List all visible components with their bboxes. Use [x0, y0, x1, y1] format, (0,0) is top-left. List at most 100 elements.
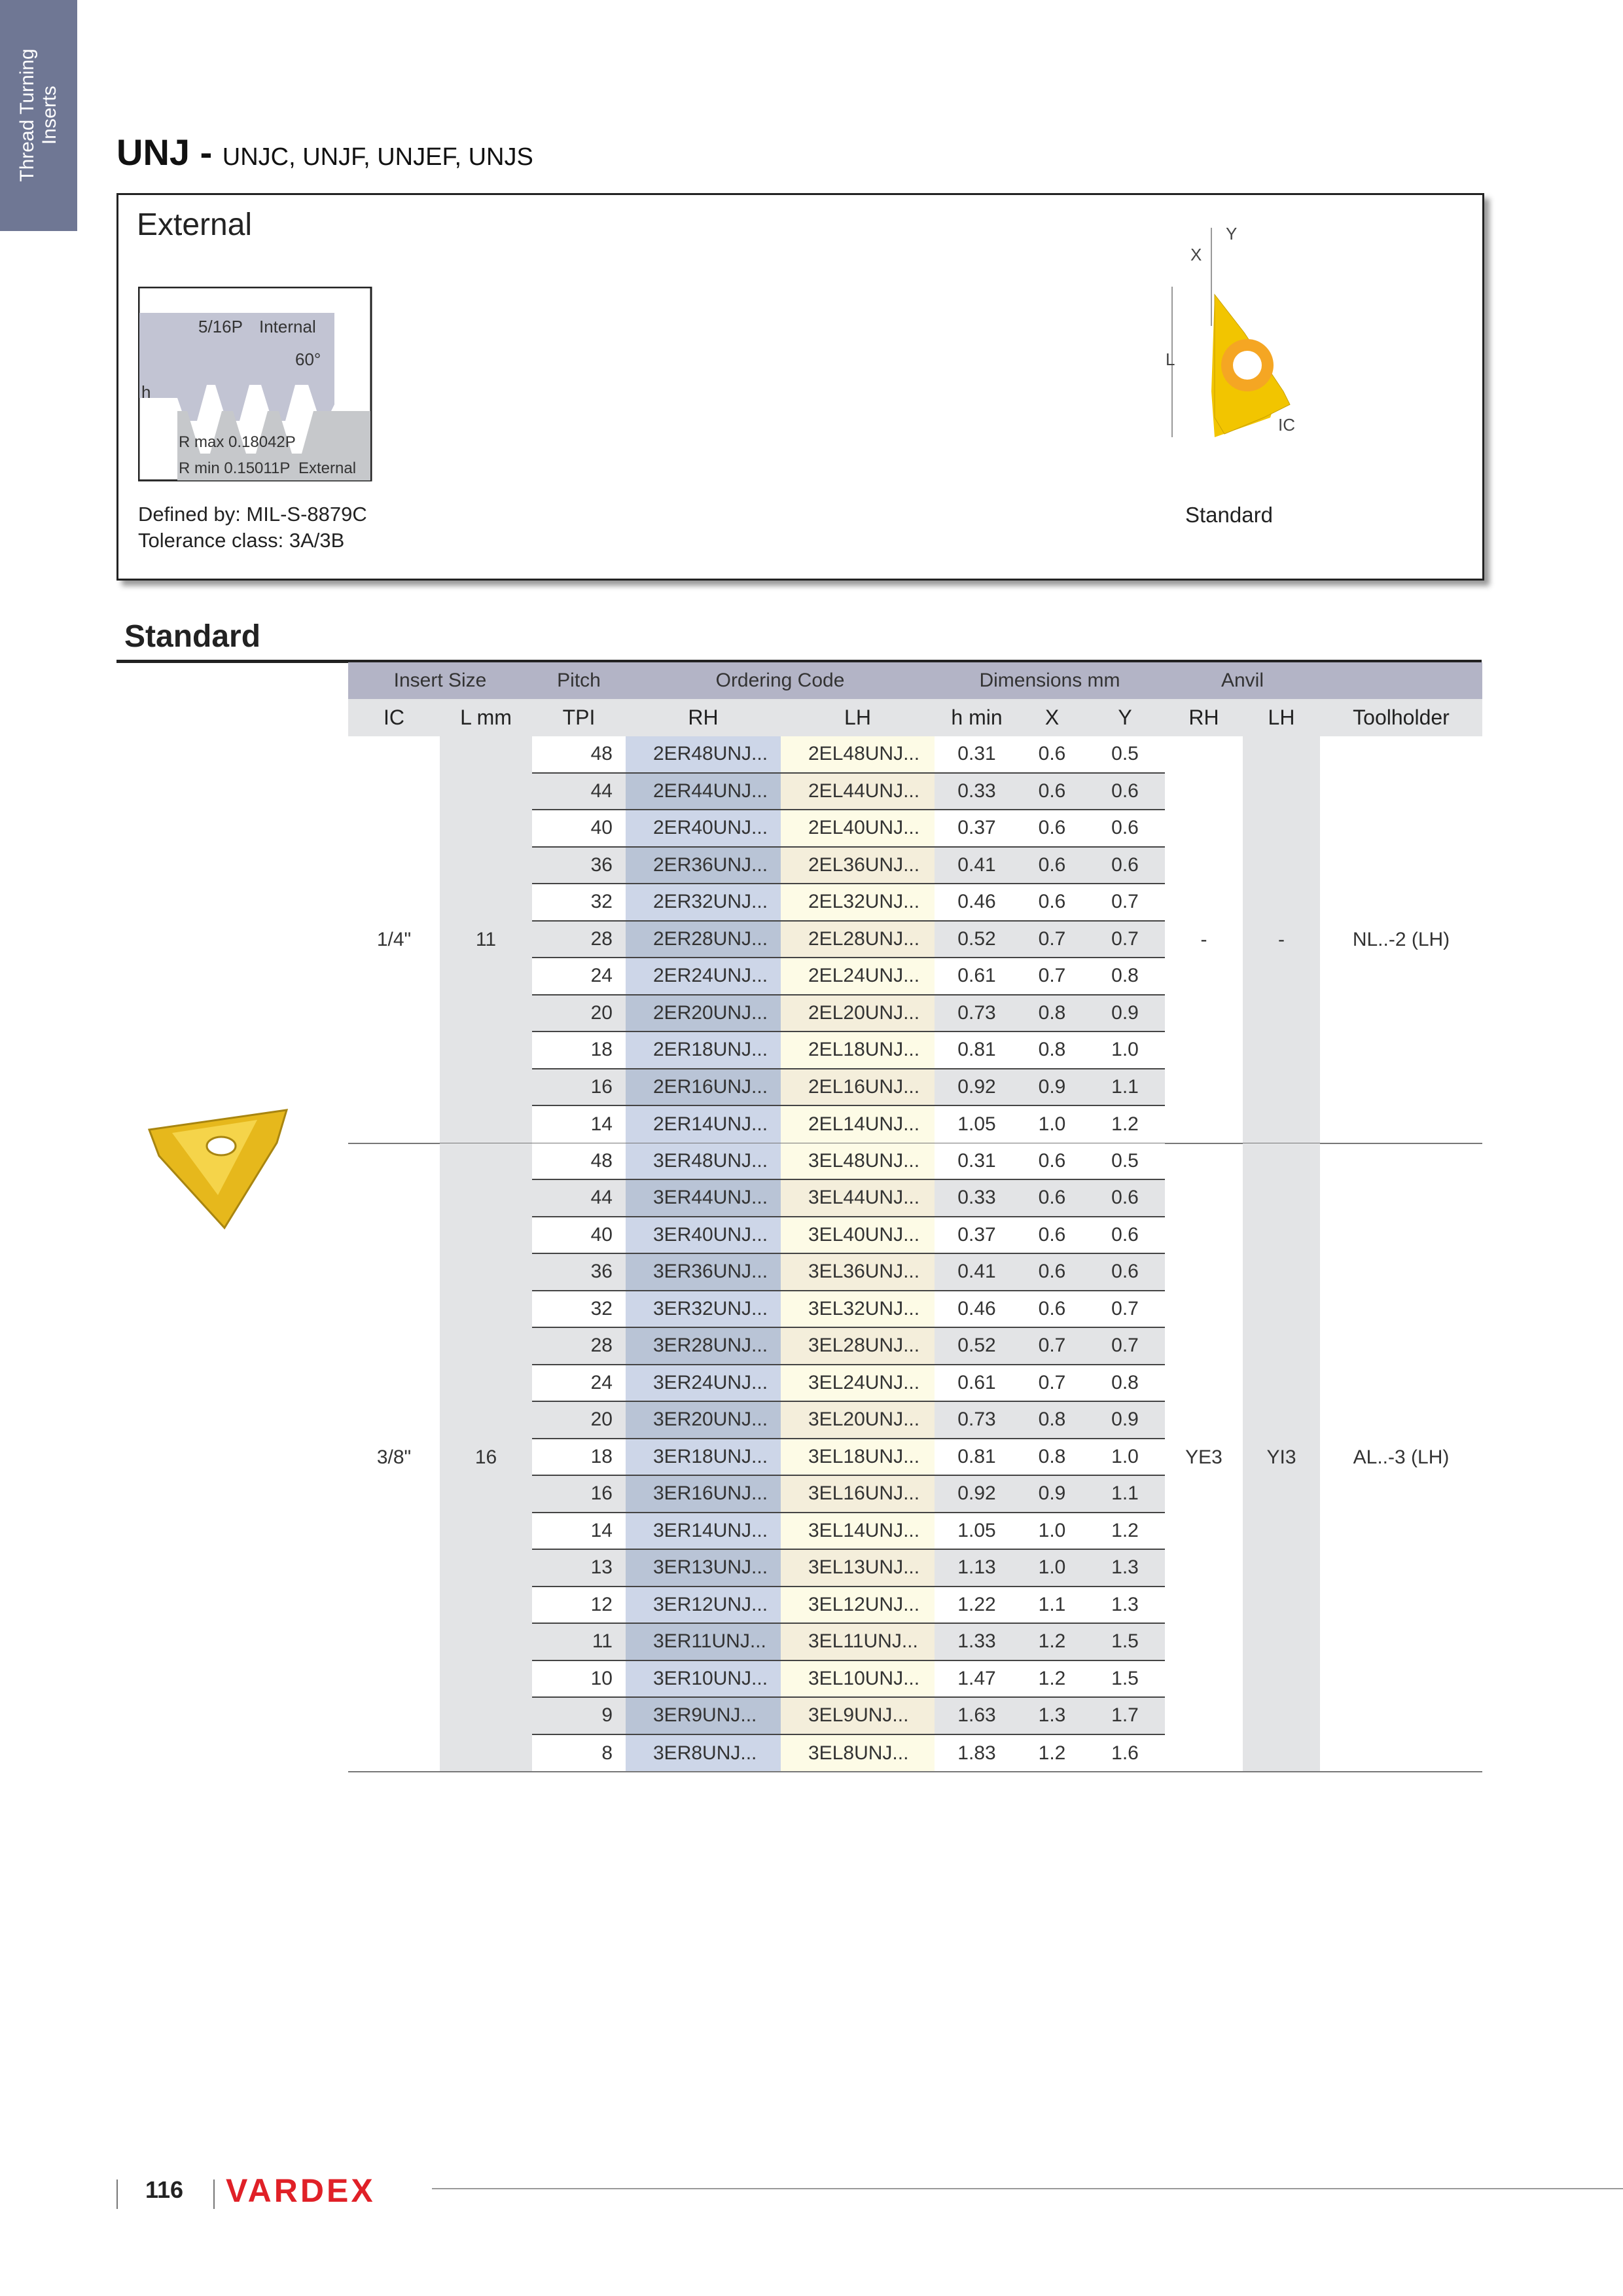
footer-rule: [432, 2188, 1623, 2189]
rh-code-cell[interactable]: 3ER10UNJ...: [626, 1660, 781, 1698]
x-cell: 0.7: [1019, 1365, 1085, 1402]
rh-code-cell[interactable]: 2ER16UNJ...: [626, 1069, 781, 1106]
rh-code-cell[interactable]: 2ER18UNJ...: [626, 1032, 781, 1069]
rh-code-cell[interactable]: 3ER14UNJ...: [626, 1513, 781, 1550]
rh-code-cell[interactable]: 3ER8UNJ...: [626, 1734, 781, 1772]
lh-code-cell[interactable]: 2EL28UNJ...: [781, 921, 935, 958]
anvil-lh-column-bg: [1243, 736, 1320, 1143]
lh-code-cell[interactable]: 2EL36UNJ...: [781, 847, 935, 884]
rh-code-cell[interactable]: 2ER36UNJ...: [626, 847, 781, 884]
lh-code-cell[interactable]: 3EL32UNJ...: [781, 1291, 935, 1328]
rh-code-cell[interactable]: 3ER36UNJ...: [626, 1254, 781, 1291]
rh-code-cell[interactable]: 3ER24UNJ...: [626, 1365, 781, 1402]
rh-code-cell[interactable]: 2ER14UNJ...: [626, 1106, 781, 1143]
section-tab[interactable]: Thread Turning Inserts: [0, 0, 77, 231]
lh-code-cell[interactable]: 3EL36UNJ...: [781, 1254, 935, 1291]
tpi-cell: 40: [532, 1217, 626, 1254]
column-header: RH: [1188, 706, 1219, 729]
column-header: X: [1044, 706, 1060, 729]
hmin-cell: 1.33: [935, 1624, 1019, 1661]
hmin-cell: 1.05: [935, 1513, 1019, 1550]
section-tab-line2: Inserts: [39, 85, 60, 145]
x-cell: 0.8: [1019, 1402, 1085, 1439]
lh-code-cell[interactable]: 3EL28UNJ...: [781, 1328, 935, 1365]
rh-code-cell[interactable]: 3ER11UNJ...: [626, 1624, 781, 1661]
tpi-cell: 36: [532, 847, 626, 884]
page-number: 116: [145, 2176, 184, 2203]
l-label: L: [1166, 350, 1175, 369]
tpi-cell: 18: [532, 1032, 626, 1069]
hmin-cell: 0.73: [935, 995, 1019, 1032]
lh-code-cell[interactable]: 2EL16UNJ...: [781, 1069, 935, 1106]
lh-code-cell[interactable]: 3EL9UNJ...: [781, 1698, 935, 1735]
tpi-cell: 28: [532, 1328, 626, 1365]
lh-code-cell[interactable]: 3EL40UNJ...: [781, 1217, 935, 1254]
hmin-cell: 0.81: [935, 1439, 1019, 1476]
x-cell: 0.8: [1019, 1032, 1085, 1069]
rh-code-cell[interactable]: 3ER44UNJ...: [626, 1180, 781, 1217]
tpi-cell: 28: [532, 921, 626, 958]
rh-code-cell[interactable]: 2ER20UNJ...: [626, 995, 781, 1032]
column-header: RH: [688, 706, 719, 729]
rh-code-cell[interactable]: 2ER24UNJ...: [626, 958, 781, 996]
insert-dimension-diagram: X Y L IC: [1166, 224, 1295, 437]
lh-code-cell[interactable]: 3EL18UNJ...: [781, 1439, 935, 1476]
rh-code-cell[interactable]: 2ER28UNJ...: [626, 921, 781, 958]
section-title: Standard: [124, 619, 261, 654]
hmin-cell: 1.22: [935, 1587, 1019, 1624]
hmin-cell: 0.46: [935, 884, 1019, 922]
lh-code-cell[interactable]: 3EL12UNJ...: [781, 1587, 935, 1624]
lh-code-cell[interactable]: 2EL44UNJ...: [781, 773, 935, 810]
lh-code-cell[interactable]: 3EL48UNJ...: [781, 1143, 935, 1180]
rh-code-cell[interactable]: 3ER40UNJ...: [626, 1217, 781, 1254]
y-cell: 0.9: [1085, 1402, 1165, 1439]
y-cell: 1.6: [1085, 1734, 1165, 1772]
rh-code-cell[interactable]: 2ER48UNJ...: [626, 736, 781, 774]
hmin-cell: 0.37: [935, 1217, 1019, 1254]
x-cell: 0.6: [1019, 1143, 1085, 1180]
lh-code-cell[interactable]: 2EL14UNJ...: [781, 1106, 935, 1143]
tpi-cell: 24: [532, 958, 626, 996]
lh-code-cell[interactable]: 3EL44UNJ...: [781, 1180, 935, 1217]
lh-code-cell[interactable]: 2EL48UNJ...: [781, 736, 935, 774]
lh-code-cell[interactable]: 3EL10UNJ...: [781, 1660, 935, 1698]
h-label: h: [141, 382, 151, 402]
y-cell: 0.8: [1085, 1365, 1165, 1402]
rh-code-cell[interactable]: 3ER16UNJ...: [626, 1476, 781, 1513]
rh-code-cell[interactable]: 2ER40UNJ...: [626, 810, 781, 848]
title-main: UNJ -: [116, 132, 213, 173]
hmin-cell: 1.05: [935, 1106, 1019, 1143]
rh-code-cell[interactable]: 3ER12UNJ...: [626, 1587, 781, 1624]
lh-code-cell[interactable]: 2EL20UNJ...: [781, 995, 935, 1032]
lh-code-cell[interactable]: 3EL13UNJ...: [781, 1550, 935, 1587]
hmin-cell: 1.63: [935, 1698, 1019, 1735]
rh-code-cell[interactable]: 3ER9UNJ...: [626, 1698, 781, 1735]
y-cell: 0.7: [1085, 921, 1165, 958]
lh-code-cell[interactable]: 3EL24UNJ...: [781, 1365, 935, 1402]
rh-code-cell[interactable]: 3ER48UNJ...: [626, 1143, 781, 1180]
lh-code-cell[interactable]: 2EL40UNJ...: [781, 810, 935, 848]
x-cell: 1.0: [1019, 1550, 1085, 1587]
rh-code-cell[interactable]: 3ER28UNJ...: [626, 1328, 781, 1365]
lh-code-cell[interactable]: 2EL24UNJ...: [781, 958, 935, 996]
lh-code-cell[interactable]: 2EL18UNJ...: [781, 1032, 935, 1069]
x-cell: 0.6: [1019, 1217, 1085, 1254]
lh-code-cell[interactable]: 3EL11UNJ...: [781, 1624, 935, 1661]
hmin-cell: 0.61: [935, 1365, 1019, 1402]
lh-code-cell[interactable]: 2EL32UNJ...: [781, 884, 935, 922]
rh-code-cell[interactable]: 2ER32UNJ...: [626, 884, 781, 922]
hmin-cell: 0.61: [935, 958, 1019, 996]
rh-code-cell[interactable]: 3ER13UNJ...: [626, 1550, 781, 1587]
y-cell: 0.7: [1085, 884, 1165, 922]
lh-code-cell[interactable]: 3EL8UNJ...: [781, 1734, 935, 1772]
rh-code-cell[interactable]: 2ER44UNJ...: [626, 773, 781, 810]
section-tab-line1: Thread Turning: [16, 48, 38, 182]
lh-code-cell[interactable]: 3EL20UNJ...: [781, 1402, 935, 1439]
tpi-cell: 16: [532, 1069, 626, 1106]
rh-code-cell[interactable]: 3ER20UNJ...: [626, 1402, 781, 1439]
lh-code-cell[interactable]: 3EL16UNJ...: [781, 1476, 935, 1513]
lh-code-cell[interactable]: 3EL14UNJ...: [781, 1513, 935, 1550]
x-cell: 0.6: [1019, 810, 1085, 848]
rh-code-cell[interactable]: 3ER18UNJ...: [626, 1439, 781, 1476]
rh-code-cell[interactable]: 3ER32UNJ...: [626, 1291, 781, 1328]
